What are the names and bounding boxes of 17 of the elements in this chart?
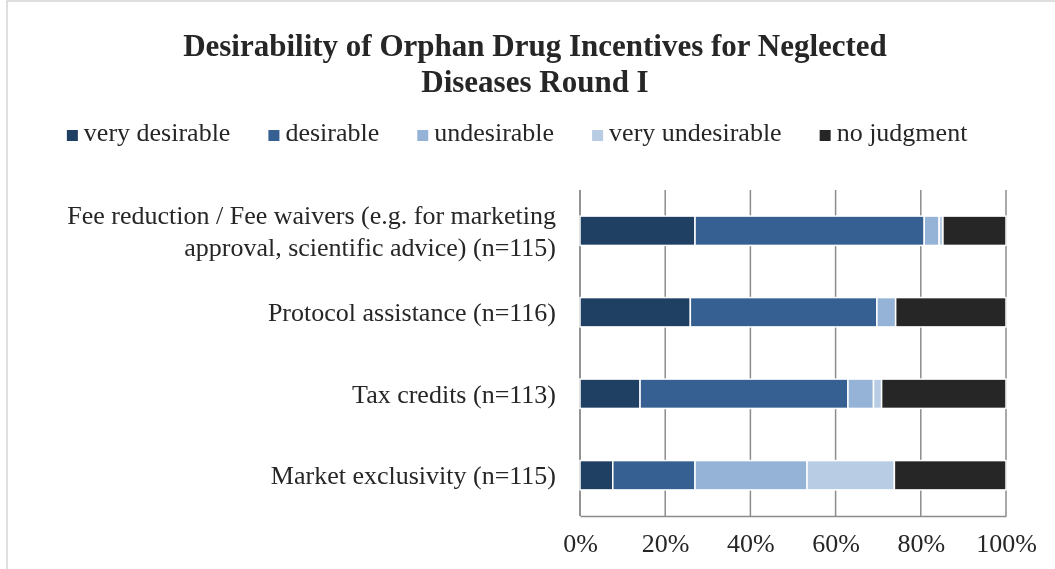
legend-label: very desirable [83,118,231,147]
legend-label: desirable [285,118,380,147]
y-tick-label: Protocol assistance (n=116) [267,298,556,328]
x-tick-label: 100% [976,529,1037,559]
x-tick-label: 80% [897,529,946,559]
chart-title: Desirability of Orphan Drug Incentives for Neglected Diseases Round I [183,28,887,99]
x-tick-label: 0% [563,529,598,559]
legend-label: very undesirable [609,118,782,147]
legend-label: no judgment [836,118,969,147]
y-tick-label: Market exclusivity (n=115) [270,461,556,491]
bar [942,215,1007,247]
y-tick-label: Fee reduction / Fee waivers (e.g. for marketing approval, scientific advice) (n=115) [67,200,556,262]
x-tick-label: 20% [641,529,690,559]
legend-label: undesirable [434,118,555,147]
x-tick-label: 40% [727,529,775,559]
x-tick-label: 60% [812,529,860,559]
y-tick-label: Tax credits (n=113) [352,379,556,409]
